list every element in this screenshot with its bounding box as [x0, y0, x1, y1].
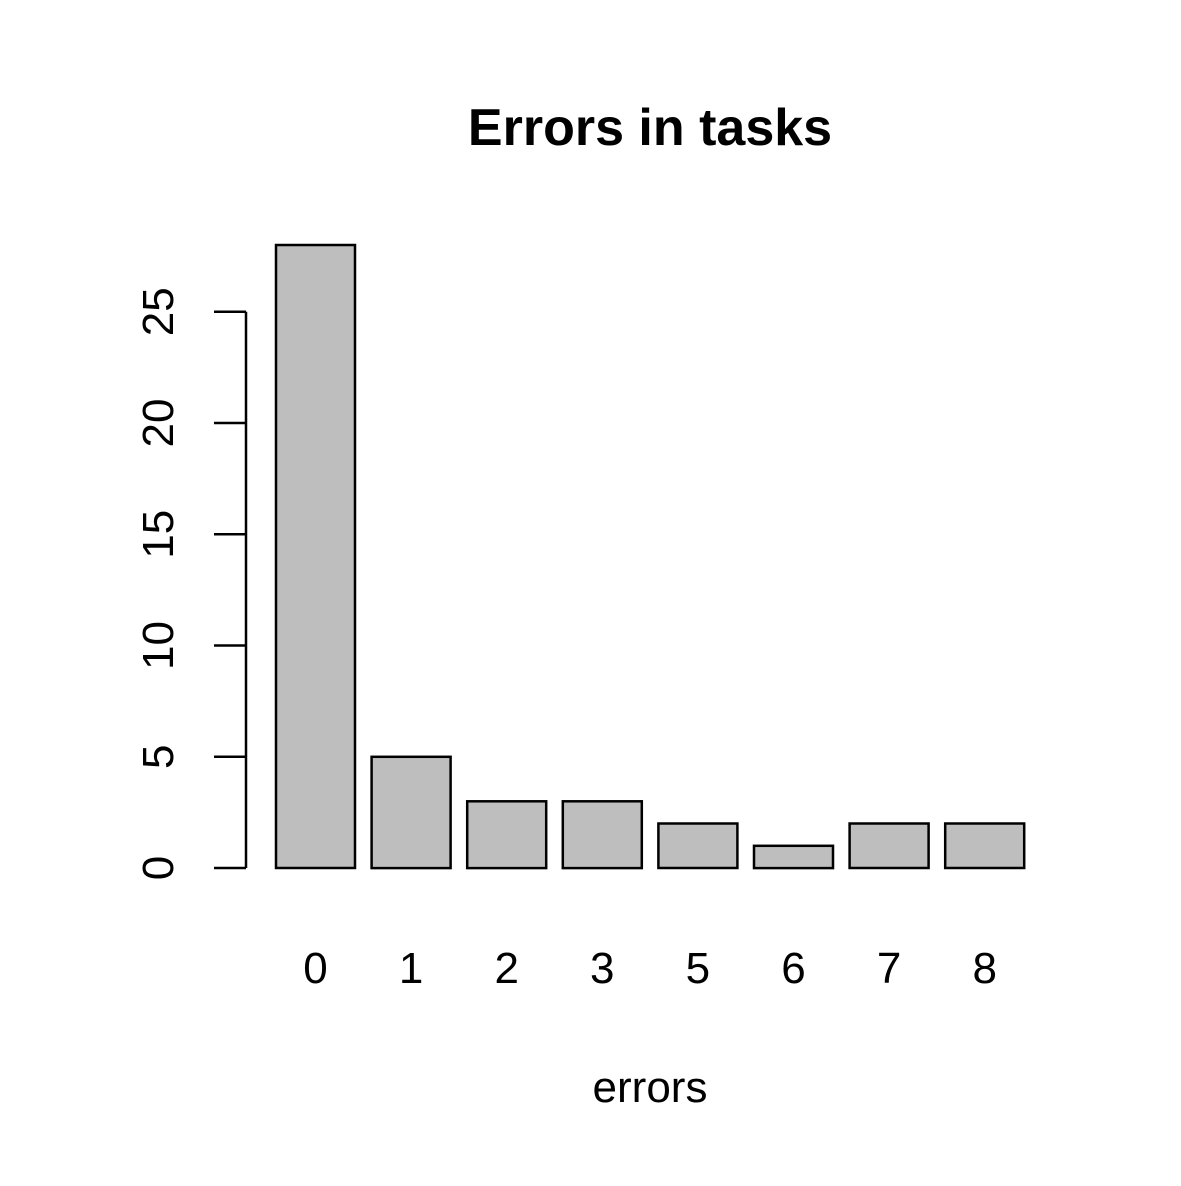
y-tick-label-15: 15: [134, 510, 183, 559]
x-tick-label-7: 7: [877, 944, 901, 993]
bar-7: [848, 822, 930, 870]
bar-1: [370, 755, 452, 870]
x-tick-label-1: 1: [399, 944, 423, 993]
x-tick-label-0: 0: [303, 944, 327, 993]
y-tick-label-10: 10: [134, 621, 183, 670]
x-tick-label-2: 2: [494, 944, 518, 993]
bar-5: [657, 822, 739, 870]
bars-group: [274, 243, 1026, 870]
bar-2: [465, 800, 548, 870]
bar-3: [561, 800, 644, 870]
bar-8: [943, 822, 1026, 870]
bar-0: [274, 243, 357, 870]
y-tick-label-25: 25: [134, 287, 183, 336]
chart-title: Errors in tasks: [468, 99, 832, 157]
y-axis: 0 5 10 15 20 25: [134, 287, 248, 880]
bar-6: [752, 844, 835, 870]
y-tick-label-20: 20: [134, 399, 183, 448]
y-tick-label-5: 5: [134, 745, 183, 769]
y-tick-label-0: 0: [134, 856, 183, 880]
x-tick-label-8: 8: [972, 944, 996, 993]
x-tick-labels: 0 1 2 3 5 6 7 8: [303, 944, 997, 993]
x-tick-label-6: 6: [781, 944, 805, 993]
x-tick-label-5: 5: [686, 944, 710, 993]
x-tick-label-3: 3: [590, 944, 614, 993]
x-axis-label: errors: [593, 1063, 708, 1112]
